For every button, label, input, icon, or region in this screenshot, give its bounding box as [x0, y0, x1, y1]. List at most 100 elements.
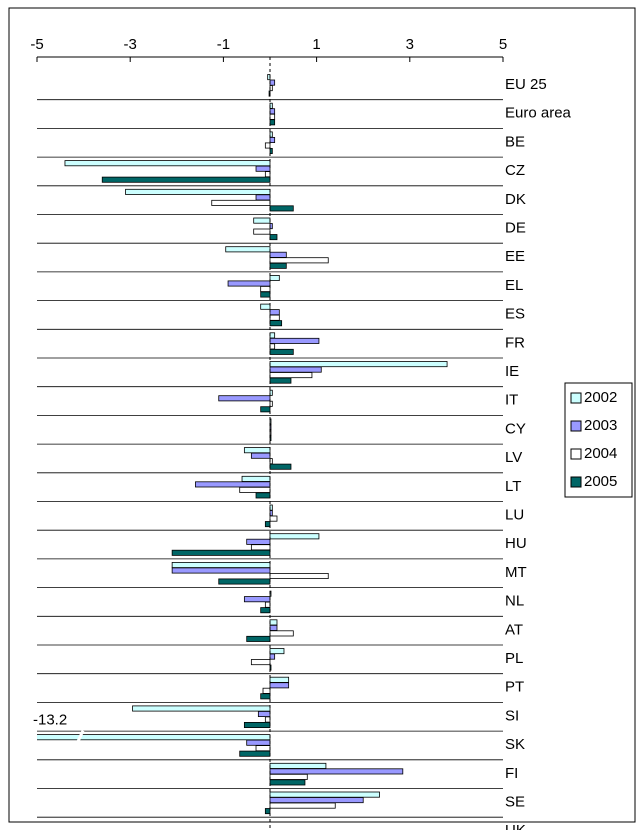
bar	[269, 366, 322, 373]
bar	[269, 463, 292, 470]
bar	[269, 320, 283, 327]
y-tick-label: FR	[505, 334, 525, 351]
value-label: -13.2	[33, 712, 67, 729]
bar	[264, 521, 271, 528]
y-tick-label: SI	[505, 707, 519, 724]
legend-swatch	[570, 448, 582, 460]
bar	[171, 549, 271, 556]
bar	[246, 538, 271, 545]
bar	[255, 165, 271, 172]
bar	[241, 475, 271, 482]
bar	[269, 676, 290, 683]
y-tick-label: DK	[505, 191, 526, 208]
y-tick-label: IT	[505, 392, 518, 409]
bar	[260, 693, 271, 700]
y-tick-label: IE	[505, 363, 519, 380]
bar	[218, 578, 271, 585]
bar	[269, 113, 276, 120]
bar	[171, 562, 271, 569]
bar	[269, 779, 306, 786]
x-tick-label: 3	[406, 36, 414, 53]
y-tick-label: FI	[505, 765, 518, 782]
bar	[264, 716, 271, 723]
y-tick-label: DE	[505, 219, 526, 236]
y-tick-label: BE	[505, 133, 525, 150]
bar	[264, 171, 271, 178]
bar	[269, 361, 448, 368]
y-tick-label: CZ	[505, 162, 525, 179]
y-tick-label: EU 25	[505, 76, 547, 93]
bar	[269, 348, 294, 355]
bar	[260, 285, 271, 292]
bar	[269, 762, 327, 769]
bar	[250, 452, 271, 459]
bar	[269, 147, 273, 154]
legend-label: 2003	[584, 417, 617, 434]
axis-break	[75, 729, 85, 745]
bar	[269, 400, 273, 407]
x-tick-label: -5	[30, 36, 43, 53]
y-tick-label: EE	[505, 248, 525, 265]
y-tick-label: NL	[505, 593, 524, 610]
bar	[269, 682, 290, 689]
bar	[269, 515, 278, 522]
bar	[218, 395, 271, 402]
bar	[269, 768, 404, 775]
bar	[269, 309, 280, 316]
bar	[269, 262, 287, 269]
bar	[243, 447, 271, 454]
bar	[269, 377, 292, 384]
bar	[125, 188, 271, 195]
bar	[132, 705, 271, 712]
x-tick-label: -3	[124, 36, 137, 53]
bar	[255, 194, 271, 201]
bar	[239, 486, 271, 493]
bar	[269, 136, 276, 143]
y-tick-label: Euro area	[505, 105, 572, 122]
bar	[239, 750, 271, 757]
bar	[269, 630, 294, 637]
bar	[269, 343, 276, 350]
y-tick-label: PT	[505, 679, 524, 696]
bar	[101, 176, 271, 183]
bar	[246, 635, 271, 642]
y-tick-label: UK	[505, 822, 526, 830]
bar	[269, 791, 380, 798]
bar	[227, 280, 271, 287]
x-tick-label: -1	[217, 36, 230, 53]
bar	[269, 648, 285, 655]
bar	[264, 601, 271, 608]
bar	[243, 722, 271, 729]
bar	[260, 291, 271, 298]
y-tick-label: CY	[505, 420, 526, 437]
y-tick-label: LV	[505, 449, 522, 466]
bar	[269, 234, 278, 241]
y-tick-label: AT	[505, 621, 523, 638]
legend-swatch	[570, 420, 582, 432]
x-tick-label: 1	[312, 36, 320, 53]
bar	[269, 332, 276, 339]
bar	[269, 274, 280, 281]
legend-label: 2002	[584, 389, 617, 406]
x-tick-label: 5	[499, 36, 507, 53]
bar	[262, 687, 271, 694]
bar	[269, 205, 294, 212]
bar	[269, 533, 320, 540]
legend-label: 2004	[584, 445, 617, 462]
bar	[264, 808, 271, 815]
y-tick-label: ES	[505, 306, 525, 323]
y-tick-label: SE	[505, 793, 525, 810]
bar	[253, 228, 271, 235]
bar	[260, 303, 271, 310]
bar	[269, 108, 276, 115]
bar	[243, 596, 271, 603]
y-tick-label: PL	[505, 650, 523, 667]
y-tick-label: SK	[505, 736, 525, 753]
legend-label: 2005	[584, 473, 617, 490]
bar	[269, 389, 273, 396]
bar	[264, 142, 271, 149]
legend-swatch	[570, 476, 582, 488]
y-tick-label: HU	[505, 535, 527, 552]
y-tick-label: MT	[505, 564, 527, 581]
